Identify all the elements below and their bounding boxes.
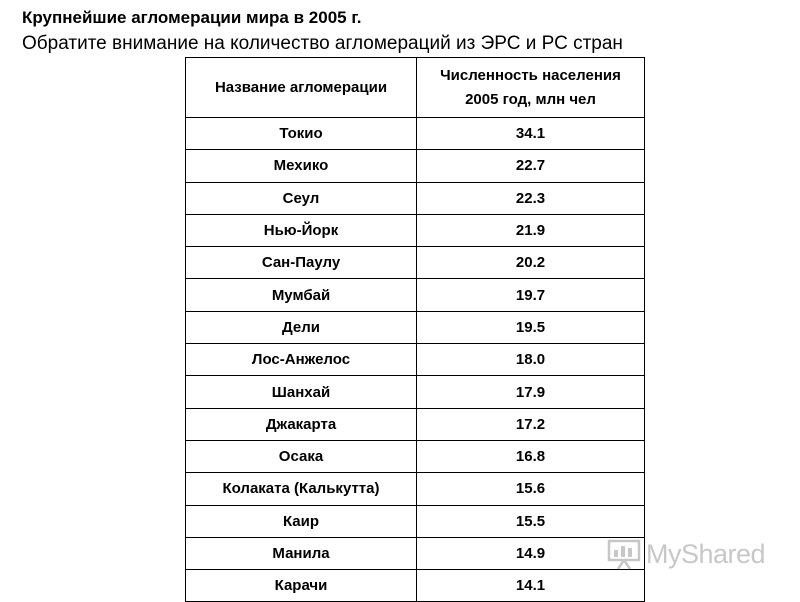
table-row: Манила 14.9: [185, 536, 645, 571]
table-row: Мехико 22.7: [185, 149, 645, 183]
population-value: 22.7: [416, 149, 645, 183]
table-row: Джакарта 17.2: [185, 407, 645, 441]
table-row: Лос-Анжелос 18.0: [185, 343, 645, 377]
table-row: Колаката (Калькутта) 15.6: [185, 472, 645, 506]
agglomeration-name: Шанхай: [185, 375, 417, 409]
population-value: 15.5: [416, 504, 645, 538]
table-row: Каир 15.5: [185, 504, 645, 538]
agglomeration-name: Мехико: [185, 149, 417, 183]
watermark: MyShared: [606, 536, 766, 572]
table-row: Карачи 14.1: [185, 569, 645, 602]
population-value: 19.5: [416, 310, 645, 345]
page-title: Крупнейшие агломерации мира в 2005 г.: [22, 8, 362, 27]
watermark-brand: MyShared: [646, 538, 766, 569]
population-value: 19.7: [416, 278, 645, 312]
population-value: 34.1: [416, 116, 645, 151]
table-row: Мумбай 19.7: [185, 278, 645, 312]
agglomeration-name: Сеул: [185, 181, 417, 215]
population-value: 14.1: [416, 569, 645, 602]
agglomeration-name: Колаката (Калькутта): [185, 472, 417, 506]
agglomeration-name: Токио: [185, 116, 417, 151]
agglomeration-name: Мумбай: [185, 278, 417, 312]
page-subtitle: Обратите внимание на количество агломера…: [22, 33, 623, 54]
presentation-board-icon: [607, 539, 641, 570]
header-population: Численность населения 2005 год, млн чел: [416, 57, 645, 118]
table-row: Сан-Паулу 20.2: [185, 246, 645, 280]
table-row: Нью-Йорк 21.9: [185, 213, 645, 248]
population-value: 18.0: [416, 343, 645, 377]
table-row: Шанхай 17.9: [185, 375, 645, 409]
table-row: Дели 19.5: [185, 310, 645, 345]
population-value: 17.2: [416, 407, 645, 441]
population-value: 15.6: [416, 472, 645, 506]
header-name: Название агломерации: [185, 57, 417, 118]
table-header-row: Название агломерации Численность населен…: [185, 57, 645, 118]
agglomeration-name: Карачи: [185, 569, 417, 602]
agglomeration-name: Джакарта: [185, 407, 417, 441]
agglomeration-name: Каир: [185, 504, 417, 538]
agglomeration-name: Осака: [185, 439, 417, 474]
agglomeration-name: Сан-Паулу: [185, 246, 417, 280]
table-row: Осака 16.8: [185, 439, 645, 474]
population-value: 21.9: [416, 213, 645, 248]
population-value: 22.3: [416, 181, 645, 215]
agglomeration-name: Лос-Анжелос: [185, 343, 417, 377]
agglomeration-name: Нью-Йорк: [185, 213, 417, 248]
population-value: 20.2: [416, 246, 645, 280]
population-value: 16.8: [416, 439, 645, 474]
table-row: Сеул 22.3: [185, 181, 645, 215]
agglomeration-name: Манила: [185, 536, 417, 571]
agglomerations-table: Название агломерации Численность населен…: [185, 57, 645, 602]
population-value: 17.9: [416, 375, 645, 409]
population-value: 14.9: [416, 536, 645, 571]
agglomeration-name: Дели: [185, 310, 417, 345]
table-row: Токио 34.1: [185, 116, 645, 151]
